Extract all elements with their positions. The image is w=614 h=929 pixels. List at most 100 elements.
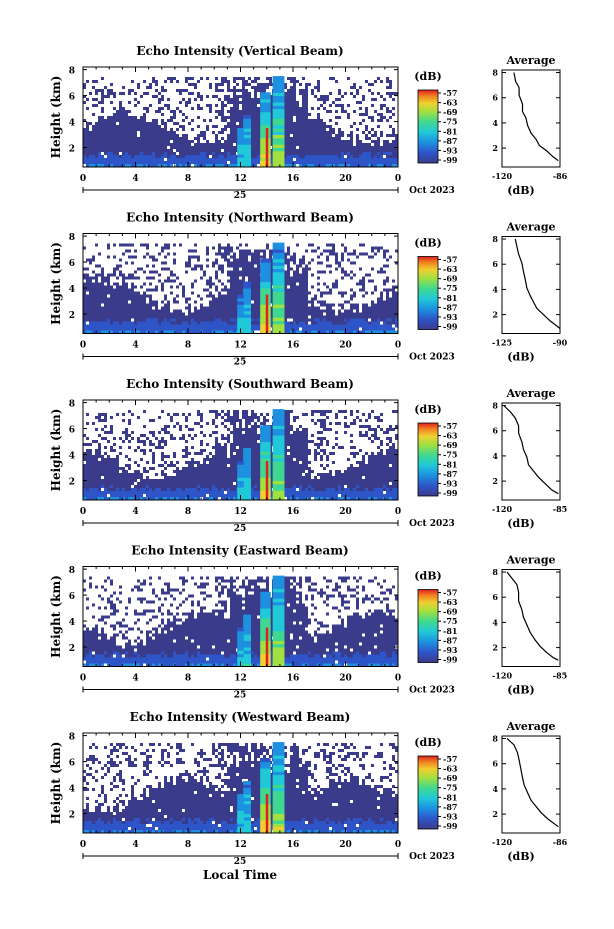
heatmap-cell (230, 116, 233, 119)
heatmap-cell (119, 104, 122, 107)
heatmap-cell (221, 282, 224, 286)
heatmap-cell (248, 276, 251, 280)
heatmap-column-cell (272, 262, 285, 266)
heatmap-cell (320, 327, 323, 331)
heatmap-cell (152, 324, 155, 328)
heatmap-cell (209, 276, 212, 280)
heatmap-cell (125, 303, 128, 307)
heatmap-cell (89, 258, 92, 262)
heatmap-cell (317, 312, 320, 316)
heatmap-cell (197, 149, 200, 152)
heatmap-cell (251, 98, 254, 101)
heatmap-cell (284, 158, 287, 161)
heatmap-cell (146, 110, 149, 113)
heatmap-cell (323, 270, 326, 274)
heatmap-cell (251, 315, 254, 319)
heatmap-cell (197, 104, 200, 107)
panel-1: Echo Intensity (Vertical Beam)Height (km… (49, 44, 568, 201)
heatmap-cell (137, 476, 140, 479)
heatmap-cell (230, 101, 233, 104)
heatmap-cell (101, 161, 104, 164)
heatmap-cell (215, 309, 218, 313)
heatmap-cell (137, 161, 140, 164)
heatmap-cell (284, 152, 287, 155)
heatmap-cell (209, 149, 212, 152)
heatmap-cell (218, 98, 221, 101)
heatmap-cell (221, 161, 224, 164)
heatmap-cell (101, 294, 104, 298)
heatmap-cell (146, 318, 149, 322)
heatmap-cell (206, 279, 209, 283)
heatmap-cell (116, 282, 119, 286)
heatmap-cell (305, 282, 308, 286)
heatmap-cell (251, 164, 254, 167)
heatmap-cell (302, 276, 305, 280)
heatmap-cell (215, 77, 218, 80)
heatmap-cell (164, 246, 167, 250)
heatmap-cell (131, 161, 134, 164)
heatmap-cell (185, 134, 188, 137)
heatmap-cell (98, 288, 101, 292)
heatmap-cell (227, 95, 230, 98)
heatmap-cell (221, 312, 224, 316)
heatmap-cell (230, 158, 233, 161)
heatmap-cell (230, 107, 233, 110)
heatmap-cell (128, 297, 131, 301)
heatmap-cell (134, 137, 137, 140)
heatmap-cell (317, 122, 320, 125)
heatmap-cell (224, 146, 227, 149)
heatmap-cell (98, 455, 101, 458)
heatmap-cell (92, 494, 95, 497)
heatmap-cell (83, 291, 86, 295)
heatmap-cell (254, 77, 257, 80)
heatmap-cell (296, 113, 299, 116)
heatmap-cell (257, 122, 260, 125)
heatmap-cell (287, 98, 290, 101)
heatmap-cell (296, 300, 299, 304)
heatmap-cell (311, 146, 314, 149)
heatmap-cell (119, 494, 122, 497)
heatmap-cell (368, 146, 371, 149)
heatmap-cell (233, 116, 236, 119)
heatmap-cell (131, 149, 134, 152)
heatmap-cell (380, 309, 383, 313)
heatmap-cell (131, 482, 134, 485)
heatmap-cell (122, 143, 125, 146)
heatmap-cell (170, 273, 173, 277)
heatmap-cell (158, 446, 161, 449)
heatmap-cell (110, 431, 113, 434)
heatmap-cell (95, 104, 98, 107)
heatmap-column-cell (272, 271, 285, 276)
heatmap-cell (293, 297, 296, 301)
heatmap-cell (152, 455, 155, 458)
heatmap-cell (368, 158, 371, 161)
heatmap-cell (161, 452, 164, 455)
heatmap-cell (305, 312, 308, 316)
heatmap-cell (98, 264, 101, 268)
heatmap-cell (116, 482, 119, 485)
heatmap-cell (107, 458, 110, 461)
heatmap-cell (254, 89, 257, 92)
heatmap-cell (359, 282, 362, 286)
heatmap-cell (347, 104, 350, 107)
heatmap-cell (167, 246, 170, 250)
heatmap-cell (245, 101, 248, 104)
heatmap-cell (284, 252, 287, 256)
heatmap-cell (326, 95, 329, 98)
heatmap-cell (146, 137, 149, 140)
heatmap-cell (380, 116, 383, 119)
heatmap-cell (113, 267, 116, 271)
heatmap-column-cell (260, 284, 271, 289)
heatmap-cell (221, 246, 224, 250)
heatmap-cell (158, 152, 161, 155)
heatmap-cell (143, 491, 146, 494)
heatmap-cell (224, 312, 227, 316)
heatmap-cell (101, 479, 104, 482)
heatmap-cell (185, 416, 188, 419)
heatmap-cell (236, 279, 239, 283)
heatmap-cell (167, 309, 170, 313)
heatmap-cell (119, 110, 122, 113)
heatmap-cell (125, 143, 128, 146)
heatmap-column-cell (237, 304, 244, 309)
heatmap-cell (389, 110, 392, 113)
